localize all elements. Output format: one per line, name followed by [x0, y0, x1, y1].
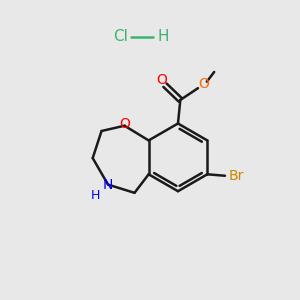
Text: O: O: [198, 77, 209, 91]
Text: H: H: [158, 29, 169, 44]
Text: O: O: [119, 117, 130, 131]
Text: Br: Br: [229, 169, 244, 183]
Text: Cl: Cl: [113, 29, 128, 44]
Text: O: O: [156, 73, 167, 87]
Text: H: H: [91, 189, 100, 202]
Text: N: N: [103, 178, 113, 192]
